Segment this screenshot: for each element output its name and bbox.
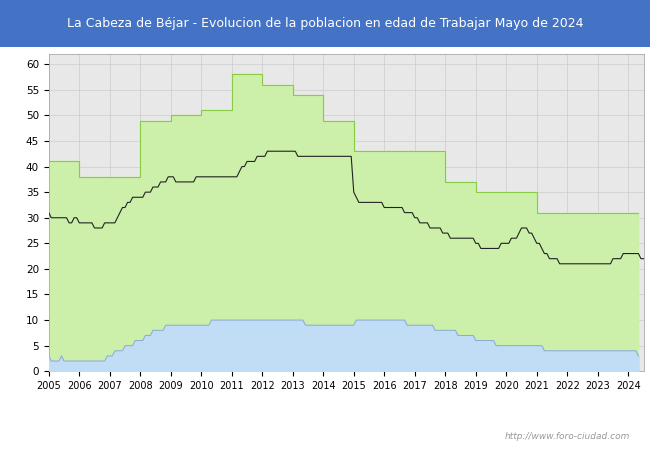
Text: http://www.foro-ciudad.com: http://www.foro-ciudad.com	[505, 432, 630, 441]
Text: La Cabeza de Béjar - Evolucion de la poblacion en edad de Trabajar Mayo de 2024: La Cabeza de Béjar - Evolucion de la pob…	[67, 17, 583, 30]
